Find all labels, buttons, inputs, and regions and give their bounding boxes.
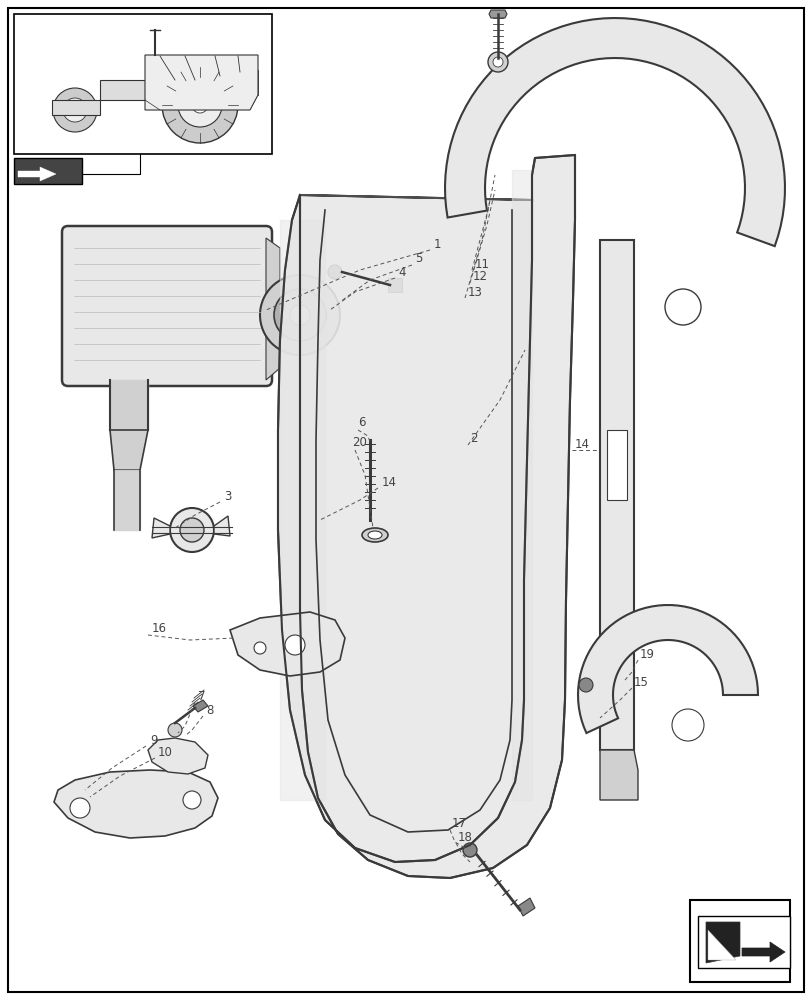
- Circle shape: [53, 88, 97, 132]
- Circle shape: [664, 289, 700, 325]
- Text: 10: 10: [158, 746, 173, 760]
- Circle shape: [260, 275, 340, 355]
- Bar: [689, 900, 789, 982]
- Polygon shape: [109, 430, 148, 470]
- Bar: [599, 240, 633, 750]
- Circle shape: [180, 518, 204, 542]
- Polygon shape: [18, 167, 56, 181]
- Polygon shape: [697, 916, 789, 968]
- Polygon shape: [193, 700, 208, 712]
- Polygon shape: [599, 750, 637, 800]
- Polygon shape: [388, 278, 401, 292]
- FancyBboxPatch shape: [62, 226, 272, 386]
- Circle shape: [487, 52, 508, 72]
- Polygon shape: [266, 238, 280, 380]
- Text: 19: 19: [639, 648, 654, 660]
- Polygon shape: [277, 155, 574, 878]
- Text: 2: 2: [470, 432, 477, 444]
- Circle shape: [285, 635, 305, 655]
- Text: 1: 1: [433, 237, 441, 250]
- Text: 13: 13: [467, 286, 483, 298]
- Text: 15: 15: [633, 676, 648, 688]
- Circle shape: [462, 843, 476, 857]
- Polygon shape: [230, 612, 345, 676]
- Circle shape: [254, 642, 266, 654]
- Text: 9: 9: [150, 734, 157, 746]
- Text: 16: 16: [152, 622, 167, 636]
- Text: 7: 7: [198, 690, 205, 702]
- Circle shape: [273, 289, 325, 341]
- Polygon shape: [707, 930, 735, 960]
- Circle shape: [162, 67, 238, 143]
- Polygon shape: [145, 55, 258, 110]
- Circle shape: [328, 265, 341, 279]
- Text: 12: 12: [473, 270, 487, 284]
- Text: 18: 18: [457, 831, 472, 844]
- Polygon shape: [444, 18, 784, 246]
- Circle shape: [578, 678, 592, 692]
- Circle shape: [70, 798, 90, 818]
- Ellipse shape: [362, 528, 388, 542]
- Polygon shape: [577, 605, 757, 733]
- Polygon shape: [517, 898, 534, 916]
- Circle shape: [169, 508, 214, 552]
- Circle shape: [182, 791, 201, 809]
- Bar: [607, 430, 626, 500]
- Polygon shape: [54, 770, 217, 838]
- Polygon shape: [741, 942, 784, 962]
- Circle shape: [191, 97, 208, 113]
- Bar: [14, 14, 272, 154]
- Polygon shape: [705, 922, 739, 963]
- Text: 17: 17: [452, 817, 466, 830]
- Text: 14: 14: [381, 476, 397, 488]
- Circle shape: [63, 98, 87, 122]
- Polygon shape: [152, 518, 169, 538]
- Text: 14: 14: [574, 438, 590, 450]
- Text: 8: 8: [206, 704, 213, 716]
- Text: 6: 6: [358, 416, 365, 428]
- Text: 5: 5: [414, 251, 422, 264]
- Polygon shape: [148, 738, 208, 774]
- Polygon shape: [488, 10, 506, 18]
- Text: 20: 20: [351, 436, 367, 450]
- Polygon shape: [52, 80, 145, 115]
- Circle shape: [492, 57, 502, 67]
- Circle shape: [672, 709, 703, 741]
- Text: 3: 3: [224, 489, 231, 502]
- Circle shape: [178, 83, 221, 127]
- Text: 4: 4: [397, 265, 405, 278]
- Circle shape: [290, 305, 310, 325]
- Text: 11: 11: [474, 257, 489, 270]
- Polygon shape: [214, 516, 230, 536]
- Circle shape: [168, 723, 182, 737]
- Ellipse shape: [367, 531, 381, 539]
- Bar: [14, 158, 82, 184]
